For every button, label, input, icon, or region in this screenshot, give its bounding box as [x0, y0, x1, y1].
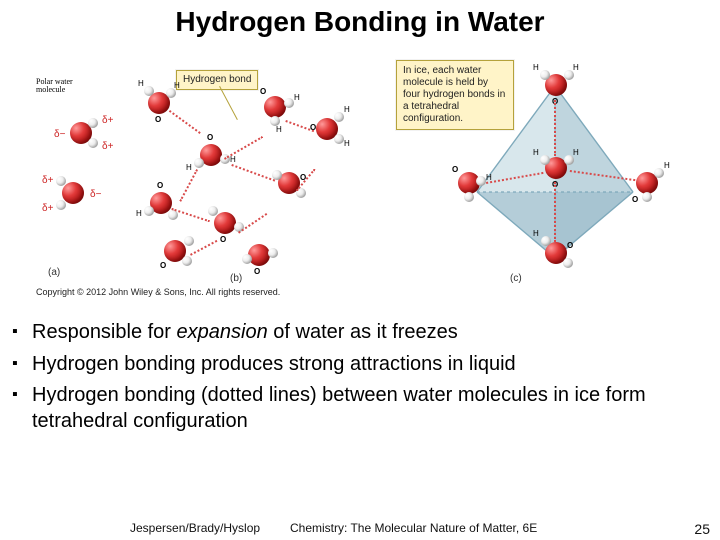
h-label: H — [174, 82, 180, 90]
hydrogen-atom — [654, 168, 664, 178]
oxygen-atom — [264, 96, 286, 118]
hydrogen-atom — [476, 176, 486, 186]
hydrogen-atom — [642, 192, 652, 202]
h-label: H — [573, 64, 579, 72]
hydrogen-atom — [56, 176, 66, 186]
bullet-text-part: Responsible for — [32, 321, 177, 343]
hydrogen-atom — [144, 206, 154, 216]
o-label: O — [160, 262, 166, 270]
o-label: O — [157, 182, 163, 190]
o-label: O — [567, 242, 573, 250]
h-label: H — [276, 126, 282, 134]
hydrogen-atom — [56, 200, 66, 210]
o-label: O — [632, 196, 638, 204]
o-label: O — [207, 134, 213, 142]
delta-plus: δ+ — [102, 116, 113, 126]
hydrogen-atom — [284, 98, 294, 108]
h-label: H — [573, 149, 579, 157]
bullet-text-italic: expansion — [177, 321, 268, 343]
hydrogen-atom — [182, 256, 192, 266]
bullet-item: Hydrogen bonding produces strong attract… — [2, 352, 716, 378]
delta-plus: δ+ — [102, 142, 113, 152]
footer-book: Chemistry: The Molecular Nature of Matte… — [290, 522, 537, 534]
bullet-text: Hydrogen bonding (dotted lines) between … — [32, 384, 646, 432]
hydrogen-atom — [184, 236, 194, 246]
hydrogen-atom — [541, 236, 551, 246]
bullet-text: Hydrogen bonding produces strong attract… — [32, 353, 516, 375]
panel-b-caption: (b) — [230, 274, 242, 284]
callout-leader — [219, 86, 238, 120]
o-label: O — [220, 236, 226, 244]
hydrogen-bond-callout: Hydrogen bond — [176, 70, 258, 90]
hbond-line — [179, 169, 198, 202]
panel-a-label: Polar water molecule — [36, 78, 73, 94]
h-label: H — [664, 162, 670, 170]
hbond-line — [169, 110, 201, 134]
delta-minus: δ− — [90, 190, 101, 200]
h-label: H — [186, 164, 192, 172]
hydrogen-atom — [194, 158, 204, 168]
figure-area: Polar water molecule δ− δ+ δ+ δ− δ+ δ+ (… — [0, 42, 720, 302]
h-label: H — [344, 106, 350, 114]
hbond-line — [231, 164, 275, 182]
delta-minus: δ− — [54, 130, 65, 140]
h-label: H — [344, 140, 350, 148]
hbond-line — [190, 240, 217, 256]
hydrogen-atom — [334, 112, 344, 122]
hydrogen-atom — [464, 192, 474, 202]
h-label: H — [136, 210, 142, 218]
hydrogen-atom — [540, 70, 550, 80]
panel-a-caption: (a) — [48, 268, 60, 278]
page-number: 25 — [694, 522, 710, 536]
o-label: O — [452, 166, 458, 174]
h-label: H — [533, 64, 539, 72]
bullet-item: Hydrogen bonding (dotted lines) between … — [2, 383, 716, 434]
delta-plus: δ+ — [42, 176, 53, 186]
hydrogen-atom — [334, 134, 344, 144]
oxygen-atom — [214, 212, 236, 234]
bullet-item: Responsible for expansion of water as it… — [2, 320, 716, 346]
h-label: H — [294, 94, 300, 102]
h-label: H — [138, 80, 144, 88]
hydrogen-atom — [268, 248, 278, 258]
hydrogen-atom — [88, 118, 98, 128]
oxygen-atom — [248, 244, 270, 266]
page-title: Hydrogen Bonding in Water — [0, 0, 720, 38]
hydrogen-atom — [144, 86, 154, 96]
o-label: O — [155, 116, 161, 124]
hydrogen-atom — [208, 206, 218, 216]
hydrogen-atom — [242, 254, 252, 264]
hbond-line — [554, 182, 556, 242]
footer-authors: Jespersen/Brady/Hyslop — [130, 522, 260, 534]
hydrogen-atom — [88, 138, 98, 148]
hbond-line — [554, 100, 556, 156]
bullet-text-part: of water as it freezes — [268, 321, 458, 343]
hbond-line — [224, 136, 263, 160]
h-label: H — [533, 149, 539, 157]
hydrogen-atom — [563, 258, 573, 268]
h-label: H — [230, 156, 236, 164]
oxygen-atom — [62, 182, 84, 204]
hydrogen-atom — [540, 155, 550, 165]
figure-copyright: Copyright © 2012 John Wiley & Sons, Inc.… — [36, 288, 280, 297]
delta-plus: δ+ — [42, 204, 53, 214]
h-label: H — [533, 230, 539, 238]
panel-c-caption: (c) — [510, 274, 522, 284]
o-label: O — [254, 268, 260, 276]
bullet-list: Responsible for expansion of water as it… — [2, 320, 716, 440]
o-label: O — [260, 88, 266, 96]
